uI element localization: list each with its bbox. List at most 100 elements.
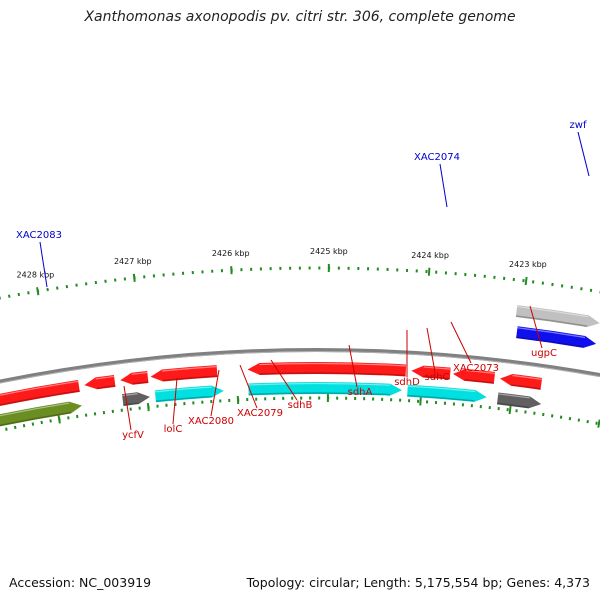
- gene-label: XAC2073: [453, 363, 499, 374]
- accession-text: Accession: NC_003919: [9, 575, 152, 590]
- gene-shadow: [516, 336, 584, 348]
- major-tick: [132, 273, 136, 282]
- scale-tick-label: 2427 kbp: [114, 257, 152, 266]
- gene-highlight: [95, 375, 115, 380]
- gene-label-leader: [123, 385, 132, 431]
- major-tick: [419, 397, 422, 406]
- outer-tick-dot: [17, 292, 21, 297]
- gene-highlight: [131, 371, 148, 375]
- gene-arrow: [0, 401, 82, 427]
- gene-arrow: [121, 392, 150, 407]
- gene-label: XAC2079: [237, 408, 283, 419]
- gene-arrow: [516, 326, 597, 348]
- gene-arrow: [84, 374, 116, 390]
- outer-tick-dot: [7, 294, 11, 298]
- gene-label: XAC2074: [414, 152, 460, 163]
- gene-shadow: [96, 385, 116, 390]
- inner-tick-dot: [577, 418, 581, 422]
- scale-tick-label: 2423 kbp: [509, 260, 547, 269]
- gene-label-leader: [270, 359, 298, 401]
- gene-arrow: [452, 368, 496, 384]
- gene-arrow: [0, 379, 80, 407]
- scale-tick-label: 2426 kbp: [212, 249, 250, 258]
- inner-tick-dot: [5, 427, 8, 431]
- major-tick: [146, 403, 150, 412]
- gene-shadow: [407, 394, 475, 402]
- gene-label-leader: [439, 163, 448, 208]
- gene-highlight: [517, 305, 589, 318]
- gene-highlight: [248, 382, 391, 386]
- gene-label: lolC: [164, 424, 183, 435]
- inner-tick-dot: [40, 420, 43, 425]
- scale-tick-label: 2424 kbp: [411, 251, 449, 260]
- gene-arrow: [154, 385, 224, 403]
- gene-shadow: [423, 375, 450, 380]
- gene-label: XAC2080: [188, 416, 234, 427]
- gene-label-leader: [577, 131, 590, 177]
- gene-arrow: [515, 305, 600, 328]
- gene-label: sdhA: [348, 387, 373, 398]
- gene-shadow: [259, 372, 406, 377]
- inner-tick-dot: [31, 422, 35, 426]
- major-tick: [524, 276, 528, 286]
- gene-highlight: [423, 366, 451, 370]
- gene-label: sdhD: [394, 377, 420, 388]
- gene-arrow: [407, 384, 487, 402]
- gene-highlight: [0, 380, 79, 396]
- gene-label-leader: [426, 327, 436, 373]
- gene-arrow: [248, 382, 403, 396]
- gene-shadow: [511, 384, 541, 390]
- gene-shadow: [497, 402, 529, 409]
- gene-label-leader: [239, 364, 258, 409]
- gene-label-leader: [39, 241, 48, 288]
- gene-highlight: [162, 366, 217, 372]
- gene-highlight: [517, 327, 586, 339]
- gene-label-leader: [529, 305, 543, 349]
- gene-shadow: [155, 395, 213, 403]
- inner-tick-dot: [22, 424, 26, 428]
- map-title: Xanthomonas axonopodis pv. citri str. 30…: [84, 9, 516, 25]
- backbone-highlight: [0, 350, 600, 384]
- gene-arrow: [247, 362, 407, 377]
- gene-arrow: [120, 371, 149, 385]
- major-tick: [508, 405, 512, 415]
- gene-shadow: [162, 375, 218, 382]
- scale-tick-label: 2425 kbp: [310, 247, 348, 256]
- gene-highlight: [465, 369, 496, 375]
- major-tick: [427, 267, 431, 276]
- gene-arrow: [496, 392, 542, 409]
- inner-tick-dot: [595, 421, 598, 425]
- gene-label-leader: [450, 321, 472, 364]
- outer-tick-dot: [27, 291, 30, 295]
- scale-tick-label: 2428 kbp: [17, 270, 55, 279]
- gene-label: zwf: [570, 120, 587, 131]
- gene-label: XAC2083: [16, 230, 62, 241]
- gene-highlight: [512, 374, 543, 381]
- gene-highlight: [0, 402, 70, 417]
- major-tick: [597, 419, 600, 428]
- gene-shadow: [464, 379, 494, 384]
- gene-highlight: [407, 385, 476, 393]
- gene-label: ugpC: [531, 348, 557, 359]
- gene-highlight: [259, 362, 407, 367]
- gene-shadow: [132, 381, 149, 385]
- backbone-ring: [0, 348, 600, 384]
- topology-text: Topology: circular; Length: 5,175,554 bp…: [246, 575, 590, 590]
- gene-arrow: [150, 365, 218, 382]
- gene-shadow: [515, 315, 588, 327]
- gene-label: sdhC: [425, 372, 450, 383]
- gene-highlight: [498, 393, 531, 399]
- gene-label-leader: [210, 369, 220, 417]
- inner-tick-dot: [13, 425, 17, 430]
- major-tick: [36, 287, 40, 296]
- gene-arrow: [499, 374, 543, 390]
- inner-tick-dot: [586, 419, 589, 424]
- gene-shadow: [123, 402, 139, 406]
- gene-label: ycfV: [122, 430, 144, 441]
- gene-shadow: [0, 411, 71, 427]
- gene-shadow: [0, 390, 80, 406]
- gene-highlight: [154, 386, 212, 393]
- gene-label-leader: [172, 377, 178, 425]
